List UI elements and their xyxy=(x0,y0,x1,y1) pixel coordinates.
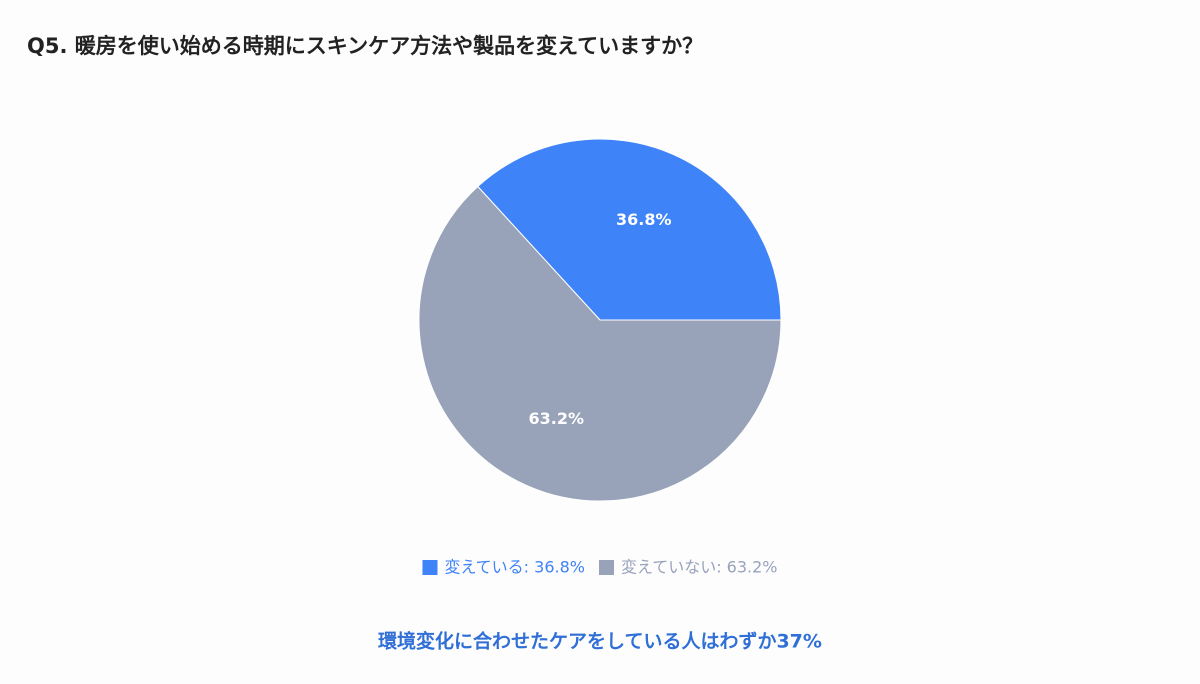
legend-label: 変えている: 36.8% xyxy=(444,558,585,577)
legend-swatch xyxy=(422,560,438,575)
legend-swatch xyxy=(599,560,614,575)
legend-label: 変えていない: 63.2% xyxy=(621,558,778,577)
chart-title: Q5. 暖房を使い始める時期にスキンケア方法や製品を変えていますか？ xyxy=(27,34,703,58)
slice-label: 36.8% xyxy=(616,210,672,229)
pie-slice xyxy=(418,185,782,502)
annotation: 環境変化に合わせたケアをしている人はわずか37% xyxy=(378,630,822,653)
pie-slice xyxy=(477,138,782,321)
slice-label: 63.2% xyxy=(528,409,584,428)
